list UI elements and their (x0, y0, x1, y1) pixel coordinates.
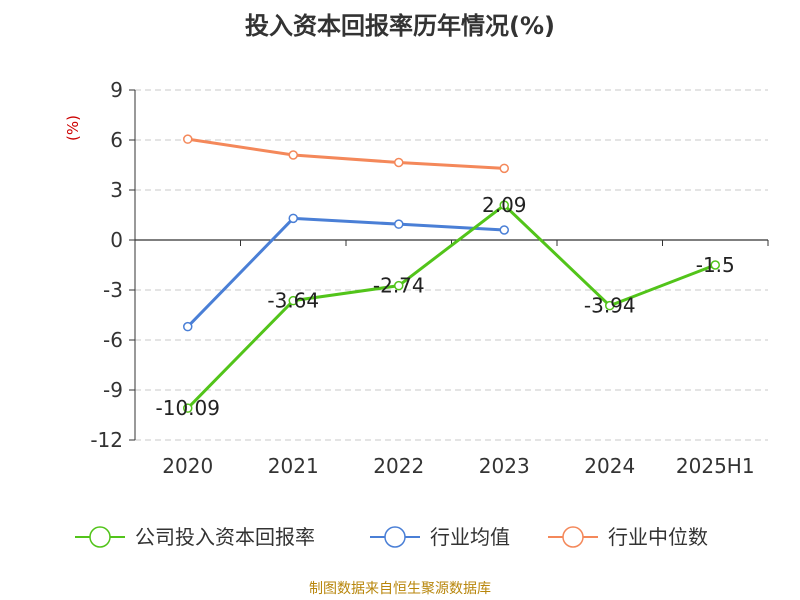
legend-label: 公司投入资本回报率 (135, 525, 315, 549)
x-tick-labels: 2020 2021 2022 2023 2024 2025H1 (162, 454, 754, 478)
data-point (499, 163, 509, 174)
legend: 公司投入资本回报率 行业均值 行业中位数 (75, 525, 708, 549)
series-line (186, 216, 505, 328)
series-lines (186, 137, 716, 410)
y-axis-unit: (%) (64, 115, 82, 141)
y-tick-label: -3 (103, 278, 123, 302)
x-tick-label: 2023 (479, 454, 530, 478)
data-point (288, 295, 298, 306)
legend-label: 行业均值 (430, 525, 510, 549)
data-point (499, 200, 509, 210)
x-tick-label: 2021 (268, 454, 319, 478)
y-tick-label: -9 (103, 378, 123, 402)
data-point (394, 219, 404, 229)
data-labels: -10.09 -3.64 -2.74 2.09 -3.94 -1.5 (156, 193, 735, 420)
x-tick-label: 2024 (584, 454, 635, 478)
data-point (288, 150, 298, 160)
x-tick-label: 2022 (373, 454, 424, 478)
gridlines (135, 89, 768, 441)
y-tick-label: 3 (110, 178, 123, 202)
source-note: 制图数据来自恒生聚源数据库 (309, 581, 491, 597)
data-label: -3.64 (267, 289, 319, 313)
y-tick-label: 0 (110, 228, 123, 252)
data-point (288, 213, 298, 224)
x-tick-label: 2025H1 (676, 454, 755, 478)
data-point (394, 280, 404, 291)
legend-marker (89, 526, 111, 548)
legend-label: 行业中位数 (608, 525, 708, 549)
series-line (186, 203, 716, 410)
y-tick-label: -12 (90, 428, 123, 452)
y-tick-label: 9 (110, 78, 123, 102)
data-label: -2.74 (373, 274, 425, 298)
axes (129, 89, 769, 441)
data-label: -3.94 (584, 294, 636, 318)
data-point (183, 134, 193, 144)
x-tick-label: 2020 (162, 454, 213, 478)
data-point (183, 321, 193, 332)
data-point (605, 300, 615, 311)
legend-marker (562, 526, 584, 548)
y-tick-labels: 9 6 3 0 -3 -6 -9 -12 (90, 78, 123, 452)
data-point (183, 403, 193, 413)
data-point (499, 225, 509, 235)
data-label: -1.5 (696, 253, 735, 277)
y-tick-label: -6 (103, 328, 123, 352)
data-label: 2.09 (482, 193, 527, 217)
legend-marker (384, 526, 406, 548)
data-point (710, 260, 720, 270)
series-points (183, 134, 720, 413)
chart-title: 投入资本回报率历年情况(%) (245, 12, 555, 40)
y-tick-label: 6 (110, 128, 123, 152)
data-point (394, 157, 404, 168)
data-label: -10.09 (156, 396, 220, 420)
series-line (187, 137, 505, 170)
